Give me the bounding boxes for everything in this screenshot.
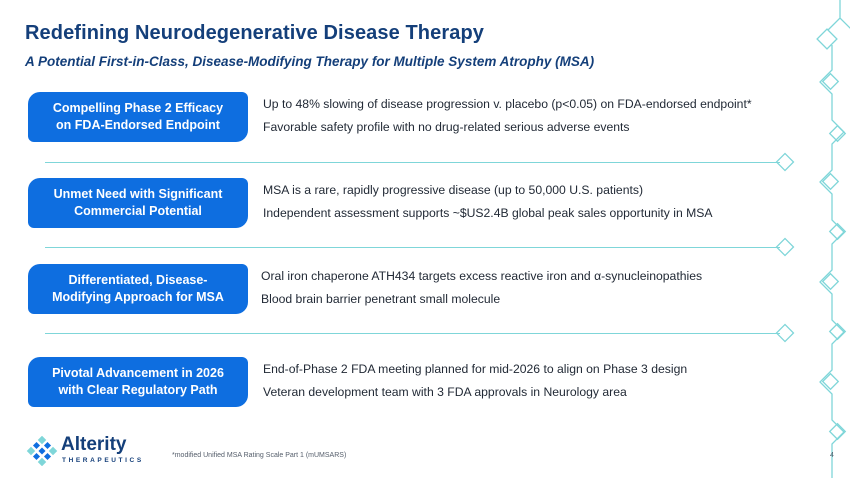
feature-bullets: End-of-Phase 2 FDA meeting planned for m… — [263, 361, 687, 407]
feature-bullet: Up to 48% slowing of disease progression… — [263, 97, 752, 111]
decorative-chain-graphic — [775, 0, 850, 478]
row-divider — [45, 162, 780, 163]
alterity-logo: Alterity THERAPEUTICS — [25, 434, 155, 468]
feature-bullets: MSA is a rare, rapidly progressive disea… — [263, 182, 713, 228]
feature-bullets: Oral iron chaperone ATH434 targets exces… — [261, 268, 702, 314]
feature-row-differentiated: Differentiated, Disease- Modifying Appro… — [28, 264, 828, 334]
feature-row-pivotal: Pivotal Advancement in 2026 with Clear R… — [28, 357, 828, 427]
feature-bullet: End-of-Phase 2 FDA meeting planned for m… — [263, 362, 688, 376]
logo-mark-icon — [26, 436, 58, 466]
feature-pill-label: Differentiated, Disease- Modifying Appro… — [28, 264, 248, 314]
feature-pill-label: Compelling Phase 2 Efficacy on FDA-Endor… — [28, 92, 248, 142]
feature-bullet: Independent assessment supports ~$US2.4B… — [263, 206, 713, 220]
feature-row-efficacy: Compelling Phase 2 Efficacy on FDA-Endor… — [28, 92, 828, 162]
logo-tagline: THERAPEUTICS — [62, 457, 144, 464]
footnote: *modified Unified MSA Rating Scale Part … — [172, 452, 347, 459]
feature-pill-label: Unmet Need with Significant Commercial P… — [28, 178, 248, 228]
feature-pill-label: Pivotal Advancement in 2026 with Clear R… — [28, 357, 248, 407]
feature-bullets: Up to 48% slowing of disease progression… — [263, 96, 752, 142]
row-divider — [45, 333, 780, 334]
logo-wordmark: Alterity — [61, 434, 127, 455]
feature-bullet: Blood brain barrier penetrant small mole… — [261, 292, 501, 306]
page-title: Redefining Neurodegenerative Disease The… — [25, 22, 484, 44]
feature-bullet: MSA is a rare, rapidly progressive disea… — [263, 183, 644, 197]
feature-bullet: Veteran development team with 3 FDA appr… — [263, 385, 627, 399]
feature-bullet: Oral iron chaperone ATH434 targets exces… — [261, 269, 703, 283]
feature-row-unmet-need: Unmet Need with Significant Commercial P… — [28, 178, 828, 248]
feature-bullet: Favorable safety profile with no drug-re… — [263, 120, 630, 134]
page-subtitle: A Potential First-in-Class, Disease-Modi… — [25, 54, 595, 69]
row-divider — [45, 247, 780, 248]
page-number: 4 — [830, 452, 834, 459]
